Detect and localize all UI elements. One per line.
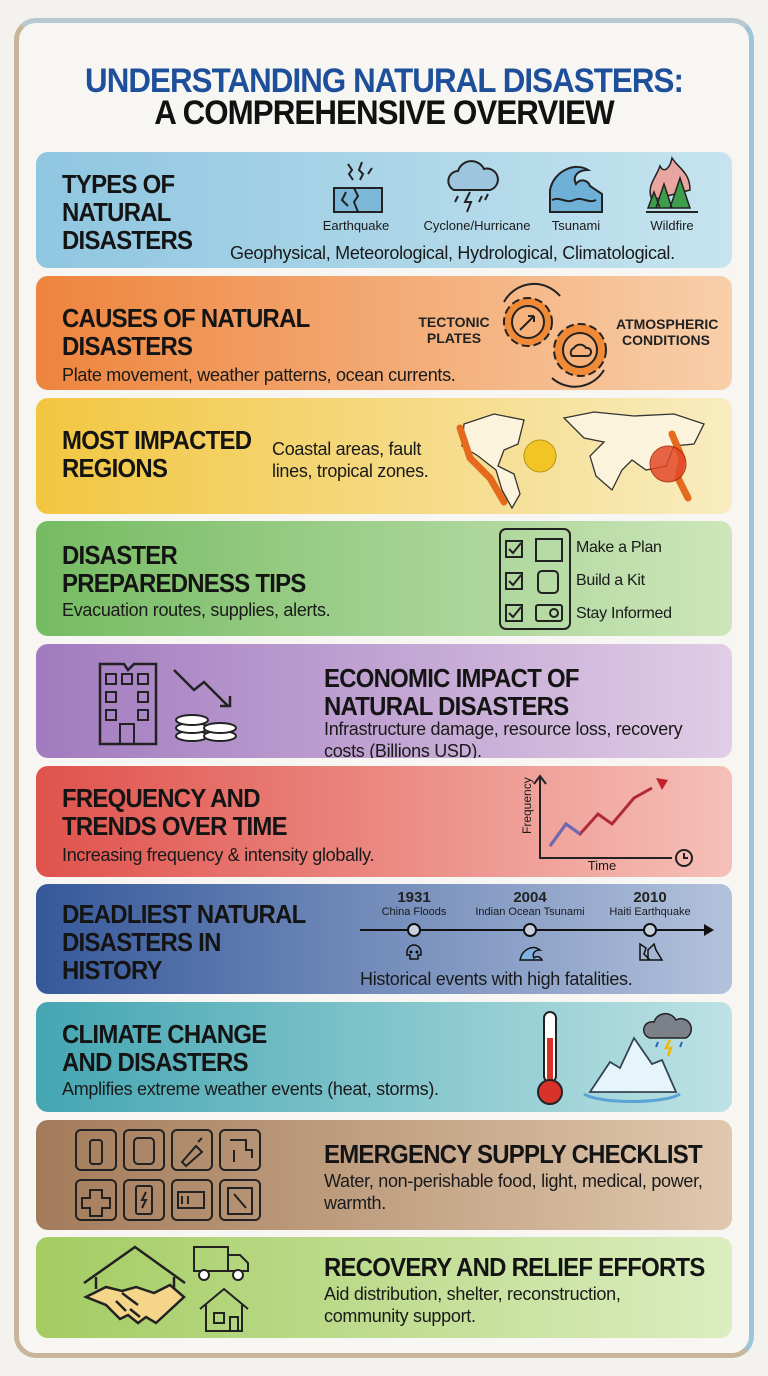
event-name: China Floods: [381, 906, 447, 918]
event-year: 2010: [633, 889, 667, 906]
body: Coastal areas, fault lines, tropical zon…: [272, 439, 429, 481]
event-year: 2004: [513, 889, 547, 906]
heading: TYPES OF NATURAL DISASTERS: [62, 169, 193, 255]
panel-recovery: RECOVERY AND RELIEF EFFORTS Aid distribu…: [36, 1237, 732, 1338]
skull-icon: [406, 944, 422, 960]
body: Historical events with high fatalities.: [360, 969, 633, 989]
panel-preparedness: DISASTER PREPAREDNESS TIPS Evacuation ro…: [36, 521, 732, 636]
label-tsunami: Tsunami: [551, 218, 601, 233]
checklist-icon: [499, 528, 571, 630]
event-name: Haiti Earthquake: [609, 906, 691, 918]
label-wildfire: Wildfire: [650, 218, 694, 233]
supply-icons-grid: [75, 1129, 261, 1221]
heading: CLIMATE CHANGE AND DISASTERS: [62, 1019, 267, 1077]
body: Evacuation routes, supplies, alerts.: [62, 600, 331, 620]
body: Infrastructure damage, resource loss, re…: [324, 719, 683, 758]
timeline-axis: [360, 923, 714, 937]
panel-deadliest: DEADLIEST NATURAL DISASTERS IN HISTORY 1…: [36, 884, 732, 994]
heading: EMERGENCY SUPPLY CHECKLIST: [324, 1139, 703, 1169]
panel-causes: CAUSES OF NATURAL DISASTERS Plate moveme…: [36, 276, 732, 390]
heading: DISASTER PREPAREDNESS TIPS: [62, 540, 306, 598]
body: Plate movement, weather patterns, ocean …: [62, 365, 456, 385]
panel-types: TYPES OF NATURAL DISASTERS Earthquake Cy…: [36, 152, 732, 268]
body: Increasing frequency & intensity globall…: [62, 845, 375, 865]
damaged-building-icon: [98, 662, 158, 746]
heading: ECONOMIC IMPACT OF NATURAL DISASTERS: [324, 663, 579, 721]
heading: FREQUENCY AND TRENDS OVER TIME: [62, 783, 288, 841]
panel-climate: CLIMATE CHANGE AND DISASTERS Amplifies e…: [36, 1002, 732, 1112]
fire-trees-icon: [646, 156, 698, 213]
truck-icon: [193, 1246, 249, 1281]
panel-economic: ECONOMIC IMPACT OF NATURAL DISASTERS Inf…: [36, 644, 732, 758]
event-name: Indian Ocean Tsunami: [475, 906, 585, 918]
handshake-house-icon: [82, 1245, 186, 1325]
wave-icon: [519, 946, 544, 961]
label-atmospheric: ATMOSPHERIC CONDITIONS: [616, 316, 719, 348]
title-line-2: A COMPREHENSIVE OVERVIEW: [154, 94, 614, 132]
wave-icon: [549, 165, 603, 213]
heading: MOST IMPACTED REGIONS: [62, 425, 252, 483]
body: Aid distribution, shelter, reconstructio…: [324, 1284, 621, 1326]
rebuild-house-icon: [199, 1287, 249, 1332]
label-earthquake: Earthquake: [322, 218, 390, 233]
title-line-1: UNDERSTANDING NATURAL DISASTERS:: [85, 62, 684, 100]
axis-x-label: Time: [587, 858, 617, 873]
falling-coins-icon: [173, 669, 237, 742]
world-map-icon: [456, 411, 705, 510]
panel-supply: EMERGENCY SUPPLY CHECKLIST Water, non-pe…: [36, 1120, 732, 1230]
rubble-icon: [639, 942, 664, 961]
body: Water, non-perishable food, light, medic…: [324, 1171, 703, 1213]
axis-y-label: Frequency: [520, 777, 534, 834]
gears-icon: [484, 282, 624, 388]
checklist-item: Build a Kit: [576, 572, 645, 589]
label-cyclone: Cyclone/Hurricane: [423, 218, 531, 233]
heading: CAUSES OF NATURAL DISASTERS: [62, 303, 310, 361]
thermometer-icon: [537, 1011, 563, 1105]
storm-cloud-icon: [643, 1012, 692, 1057]
event-year: 1931: [397, 889, 431, 906]
panel-regions: MOST IMPACTED REGIONS Coastal areas, fau…: [36, 398, 732, 514]
checklist-item: Make a Plan: [576, 539, 662, 556]
body: Geophysical, Meteorological, Hydrologica…: [230, 243, 675, 263]
iceberg-icon: [583, 1036, 681, 1103]
heading: RECOVERY AND RELIEF EFFORTS: [324, 1252, 705, 1282]
panel-frequency: FREQUENCY AND TRENDS OVER TIME Increasin…: [36, 766, 732, 877]
body: Amplifies extreme weather events (heat, …: [62, 1079, 439, 1099]
earthquake-icon: [333, 161, 383, 213]
storm-cloud-icon: [447, 160, 499, 213]
trend-chart-icon: [533, 774, 693, 867]
checklist-item: Stay Informed: [576, 605, 672, 622]
label-tectonic: TECTONIC PLATES: [418, 314, 490, 346]
heading: DEADLIEST NATURAL DISASTERS IN HISTORY: [62, 899, 306, 985]
